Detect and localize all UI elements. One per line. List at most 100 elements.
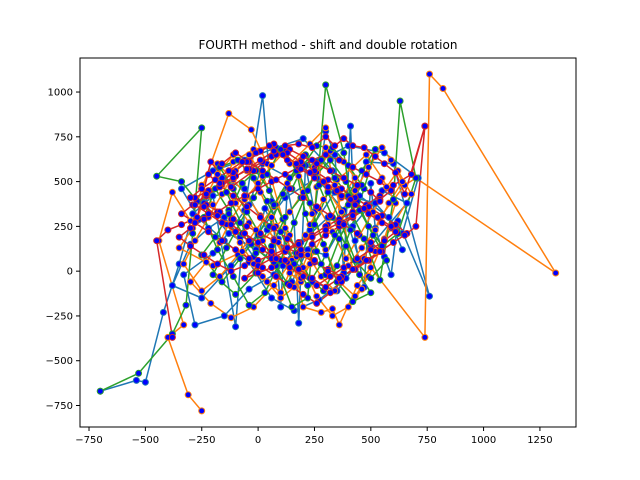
data-point-2-31 [279,190,287,198]
data-point-0-86 [268,294,276,302]
data-point-0-26 [387,271,395,279]
data-point-3-161 [313,282,321,289]
data-point-2-59 [238,179,246,187]
y-axis: −750 −500 −250 0 250 500 750 1000 [46,88,80,412]
data-point-2-63 [218,278,226,286]
data-point-3-94 [243,222,251,230]
data-point-3-194 [295,265,303,273]
data-point-3-220 [421,122,429,130]
data-point-3-168 [218,219,226,227]
data-point-2-72 [356,271,364,279]
x-tick-label: −250 [188,435,215,446]
data-point-3-71 [308,233,316,241]
data-point-3-6 [227,183,235,191]
data-point-3-9 [281,142,289,150]
data-point-3-154 [378,219,386,227]
data-point-3-51 [335,156,343,164]
data-point-3-205 [225,167,233,175]
data-point-1-1 [184,391,192,399]
data-point-2-33 [252,249,260,257]
data-point-3-157 [367,246,375,254]
y-tick-label: −500 [46,356,73,367]
data-point-2-3 [182,301,190,309]
data-point-1-34 [268,213,276,221]
data-point-3-196 [268,248,276,255]
data-point-0-90 [178,185,185,193]
data-point-3-38 [187,242,194,250]
data-point-2-5 [198,124,206,132]
data-point-3-97 [283,244,291,252]
data-point-2-111 [277,228,285,236]
x-axis: −750 −500 −250 0 250 500 750 1000 1250 [75,427,553,446]
data-point-3-64 [268,264,276,272]
data-point-3-210 [292,160,300,168]
data-point-0-91 [209,167,217,175]
data-point-2-94 [369,231,377,239]
data-point-3-156 [380,237,388,245]
data-point-0-21 [351,237,359,245]
data-point-3-18 [380,160,388,168]
data-point-2-9 [223,188,230,196]
data-point-2-88 [281,213,289,221]
data-point-3-129 [313,299,321,307]
data-point-3-0 [168,333,176,341]
data-point-1-62 [268,162,276,169]
data-point-3-43 [227,199,235,207]
data-point-0-28 [426,292,433,300]
data-point-3-41 [200,215,208,223]
data-point-2-100 [311,221,318,229]
data-point-3-116 [218,160,226,168]
data-point-2-115 [331,231,339,239]
data-point-3-201 [200,203,208,211]
data-point-3-20 [401,190,409,198]
data-point-2-57 [265,187,273,195]
data-point-0-81 [403,199,411,207]
data-point-3-11 [308,144,316,152]
data-point-3-134 [245,255,253,263]
data-point-3-206 [238,158,246,166]
data-point-0-42 [168,282,176,289]
data-point-2-51 [347,226,354,234]
data-point-3-218 [401,231,409,239]
x-tick-label: 750 [418,435,437,446]
data-point-2-28 [313,248,321,255]
data-point-3-207 [252,149,260,157]
data-point-1-97 [191,237,199,245]
data-point-1-87 [329,312,336,320]
data-point-3-200 [214,212,221,220]
data-point-1-74 [302,231,309,239]
data-point-2-84 [209,271,217,279]
data-point-3-109 [313,203,321,211]
data-point-3-202 [187,194,194,202]
data-point-2-21 [412,174,420,182]
data-point-3-16 [360,144,368,152]
data-point-1-14 [335,321,343,329]
y-tick-label: 0 [67,267,73,278]
data-point-0-72 [180,271,188,279]
data-point-1-98 [180,260,188,268]
x-tick-label: 1250 [527,435,552,446]
data-point-3-66 [241,274,249,282]
data-point-2-38 [214,246,221,254]
data-point-2-15 [340,149,348,157]
data-point-3-147 [283,156,291,164]
y-tick-label: −750 [46,401,73,412]
data-point-3-112 [272,176,280,184]
data-point-3-113 [259,167,267,175]
data-point-3-212 [320,178,327,186]
data-point-3-159 [340,264,348,272]
x-tick-label: 250 [305,435,324,446]
data-point-2-1 [135,369,143,377]
data-point-0-94 [299,135,307,143]
data-point-3-34 [241,262,249,270]
data-point-3-209 [279,151,287,159]
data-point-0-9 [259,92,267,100]
data-point-3-163 [286,264,294,272]
data-point-3-2 [164,226,172,234]
data-point-1-114 [385,199,393,207]
data-point-3-136 [218,237,226,245]
data-point-3-151 [338,192,345,200]
data-point-3-10 [295,140,303,148]
data-point-0-36 [261,205,269,212]
data-point-3-124 [297,246,305,254]
